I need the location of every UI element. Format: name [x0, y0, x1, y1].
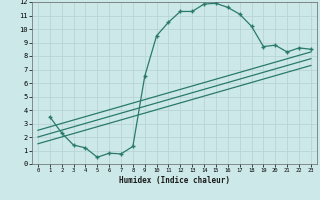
X-axis label: Humidex (Indice chaleur): Humidex (Indice chaleur) — [119, 176, 230, 185]
